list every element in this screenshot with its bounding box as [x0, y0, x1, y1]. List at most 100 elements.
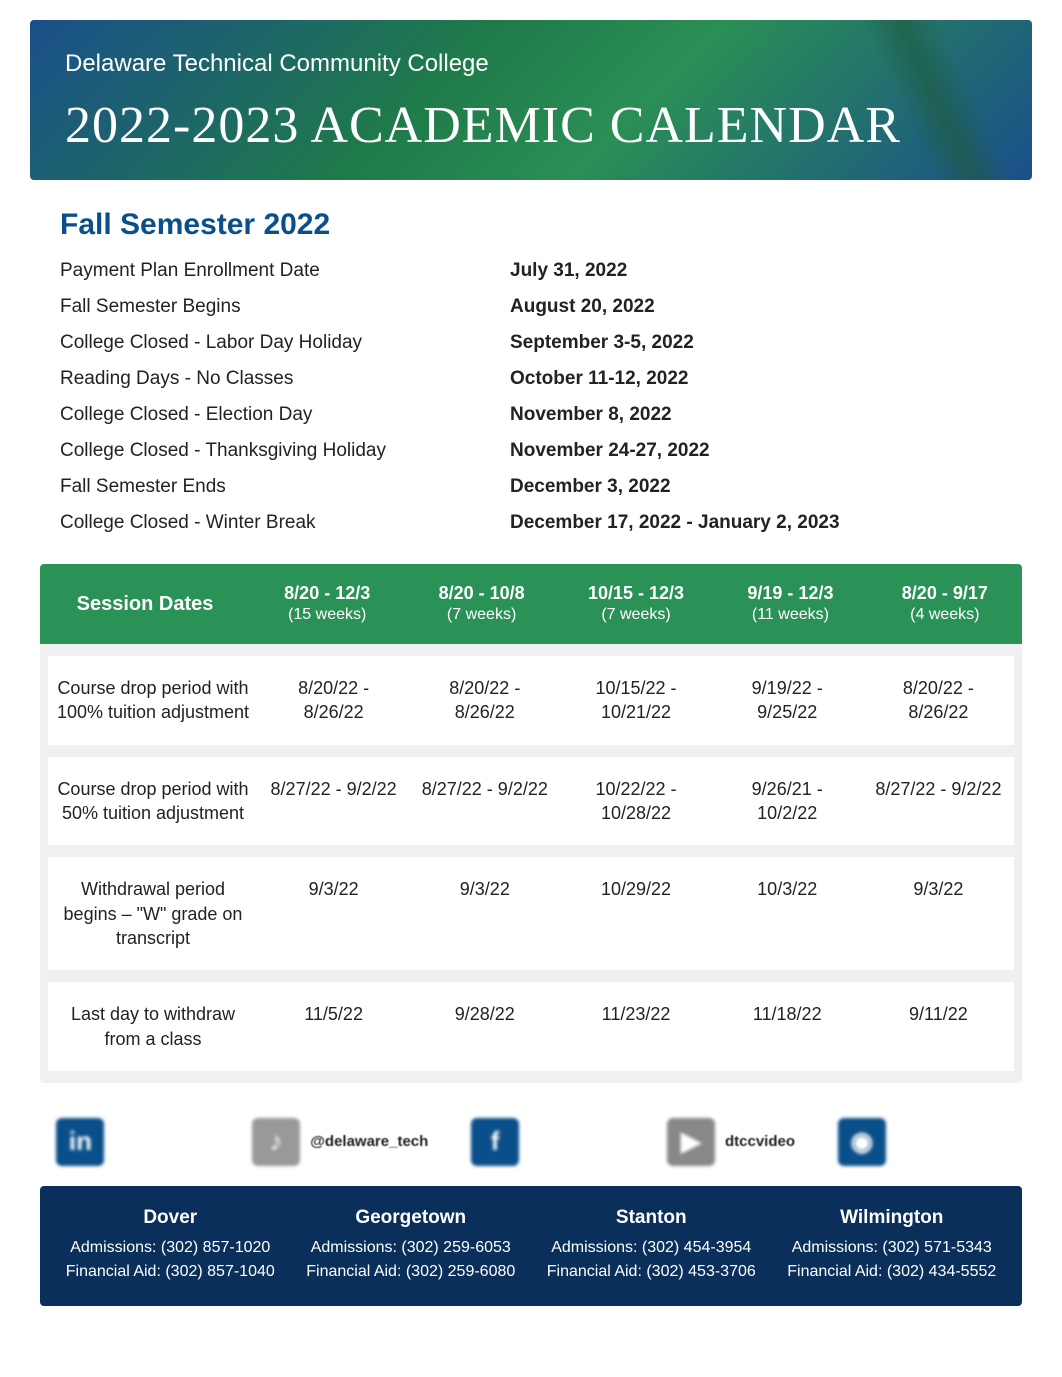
table-cell: 8/27/22 - 9/2/22 [863, 757, 1014, 846]
campus-financial-aid: Financial Aid: (302) 434-5552 [772, 1260, 1013, 1284]
campus-admissions: Admissions: (302) 454-3954 [531, 1236, 772, 1260]
event-date: December 3, 2022 [510, 476, 1002, 498]
event-label: Fall Semester Ends [60, 476, 510, 498]
sessions-column-header: 8/20 - 9/17(4 weeks) [868, 564, 1022, 644]
campus-name: Stanton [531, 1204, 772, 1233]
social-handle: delawaretech [114, 1133, 209, 1150]
event-date: November 24-27, 2022 [510, 440, 1002, 462]
sessions-column-header: 8/20 - 12/3(15 weeks) [250, 564, 404, 644]
social-item: ♪ @delaware_tech [252, 1118, 428, 1166]
table-cell: 9/3/22 [409, 857, 560, 970]
social-icon: ♪ [252, 1118, 300, 1166]
campus-admissions: Admissions: (302) 857-1020 [50, 1236, 291, 1260]
campus-column: Dover Admissions: (302) 857-1020Financial… [50, 1204, 291, 1285]
session-range: 9/19 - 12/3 [721, 582, 859, 605]
row-label: Course drop period with 50% tuition adju… [48, 757, 258, 846]
table-row: Withdrawal period begins – "W" grade on … [48, 857, 1014, 970]
section-title: Fall Semester 2022 [60, 208, 1032, 242]
event-row: College Closed - Election DayNovember 8,… [60, 404, 1002, 426]
event-label: Reading Days - No Classes [60, 368, 510, 390]
campus-financial-aid: Financial Aid: (302) 259-6080 [291, 1260, 532, 1284]
event-label: Fall Semester Begins [60, 296, 510, 318]
social-icon: ▶ [667, 1118, 715, 1166]
event-row: College Closed - Winter BreakDecember 17… [60, 512, 1002, 534]
event-label: College Closed - Election Day [60, 404, 510, 426]
session-range: 10/15 - 12/3 [567, 582, 705, 605]
event-row: Fall Semester EndsDecember 3, 2022 [60, 476, 1002, 498]
table-cell: 10/29/22 [560, 857, 711, 970]
table-cell: 8/27/22 - 9/2/22 [409, 757, 560, 846]
table-cell: 8/27/22 - 9/2/22 [258, 757, 409, 846]
campus-name: Dover [50, 1204, 291, 1233]
campus-column: WilmingtonAdmissions: (302) 571-5343Fina… [772, 1204, 1013, 1285]
sessions-column-header: 8/20 - 10/8(7 weeks) [404, 564, 558, 644]
event-date: November 8, 2022 [510, 404, 1002, 426]
table-cell: 8/20/22 - 8/26/22 [863, 656, 1014, 745]
event-row: College Closed - Thanksgiving HolidayNov… [60, 440, 1002, 462]
table-cell: 8/20/22 - 8/26/22 [258, 656, 409, 745]
session-range: 8/20 - 9/17 [876, 582, 1014, 605]
row-label: Last day to withdraw from a class [48, 982, 258, 1071]
campus-column: Georgetown Admissions: (302) 259-6053Fina… [291, 1204, 532, 1285]
sessions-header-label: Session Dates [40, 564, 250, 644]
table-cell: 9/11/22 [863, 982, 1014, 1071]
sessions-table: Session Dates8/20 - 12/3(15 weeks)8/20 -… [40, 564, 1022, 1083]
sessions-header-row: Session Dates8/20 - 12/3(15 weeks)8/20 -… [40, 564, 1022, 644]
sessions-column-header: 10/15 - 12/3(7 weeks) [559, 564, 713, 644]
sessions-column-header: 9/19 - 12/3(11 weeks) [713, 564, 867, 644]
table-cell: 11/5/22 [258, 982, 409, 1071]
banner: Delaware Technical Community College 202… [30, 20, 1032, 180]
table-row: Last day to withdraw from a class11/5/22… [48, 982, 1014, 1071]
sessions-body: Course drop period with 100% tuition adj… [40, 656, 1022, 1071]
campus-column: Stanton Admissions: (302) 454-3954Financi… [531, 1204, 772, 1285]
social-icon: ◉ [838, 1118, 886, 1166]
events-list: Payment Plan Enrollment DateJuly 31, 202… [60, 260, 1002, 534]
session-duration: (7 weeks) [412, 605, 550, 626]
campus-financial-aid: Financial Aid: (302) 857-1040 [50, 1260, 291, 1284]
event-date: December 17, 2022 - January 2, 2023 [510, 512, 1002, 534]
table-row: Course drop period with 50% tuition adju… [48, 757, 1014, 846]
row-label: Withdrawal period begins – "W" grade on … [48, 857, 258, 970]
table-cell: 10/22/22 - 10/28/22 [560, 757, 711, 846]
table-cell: 11/23/22 [560, 982, 711, 1071]
social-bar: in delawaretech ♪ @delaware_tech f delawarete… [40, 1118, 1022, 1166]
social-handle: @delaware_tech [310, 1133, 428, 1150]
academic-calendar-page: Delaware Technical Community College 202… [0, 0, 1062, 1326]
table-cell: 9/26/21 - 10/2/22 [712, 757, 863, 846]
banner-title: 2022-2023 ACADEMIC CALENDAR [65, 96, 997, 155]
social-item: in delawaretech [56, 1118, 209, 1166]
campus-name: Wilmington [772, 1204, 1013, 1233]
social-item: ▶ dtccvideo [667, 1118, 795, 1166]
event-label: Payment Plan Enrollment Date [60, 260, 510, 282]
table-row: Course drop period with 100% tuition adj… [48, 656, 1014, 745]
campus-name: Georgetown [291, 1204, 532, 1233]
social-item: f delawaretech [471, 1118, 624, 1166]
event-row: Reading Days - No ClassesOctober 11-12, … [60, 368, 1002, 390]
social-icon: f [471, 1118, 519, 1166]
table-cell: 9/3/22 [258, 857, 409, 970]
session-range: 8/20 - 10/8 [412, 582, 550, 605]
table-cell: 9/19/22 - 9/25/22 [712, 656, 863, 745]
event-row: College Closed - Labor Day HolidaySeptem… [60, 332, 1002, 354]
social-handle: delawaretech [529, 1133, 624, 1150]
event-date: August 20, 2022 [510, 296, 1002, 318]
social-handle: @delawaretech [896, 1133, 1006, 1150]
campus-admissions: Admissions: (302) 259-6053 [291, 1236, 532, 1260]
session-duration: (11 weeks) [721, 605, 859, 626]
event-row: Payment Plan Enrollment DateJuly 31, 202… [60, 260, 1002, 282]
event-label: College Closed - Winter Break [60, 512, 510, 534]
social-icon: in [56, 1118, 104, 1166]
table-cell: 10/3/22 [712, 857, 863, 970]
session-duration: (4 weeks) [876, 605, 1014, 626]
table-cell: 11/18/22 [712, 982, 863, 1071]
social-handle: dtccvideo [725, 1133, 795, 1150]
event-label: College Closed - Thanksgiving Holiday [60, 440, 510, 462]
row-label: Course drop period with 100% tuition adj… [48, 656, 258, 745]
campus-financial-aid: Financial Aid: (302) 453-3706 [531, 1260, 772, 1284]
event-date: October 11-12, 2022 [510, 368, 1002, 390]
table-cell: 9/28/22 [409, 982, 560, 1071]
table-cell: 9/3/22 [863, 857, 1014, 970]
session-range: 8/20 - 12/3 [258, 582, 396, 605]
social-item: ◉ @delawaretech [838, 1118, 1006, 1166]
banner-subtitle: Delaware Technical Community College [65, 50, 997, 78]
